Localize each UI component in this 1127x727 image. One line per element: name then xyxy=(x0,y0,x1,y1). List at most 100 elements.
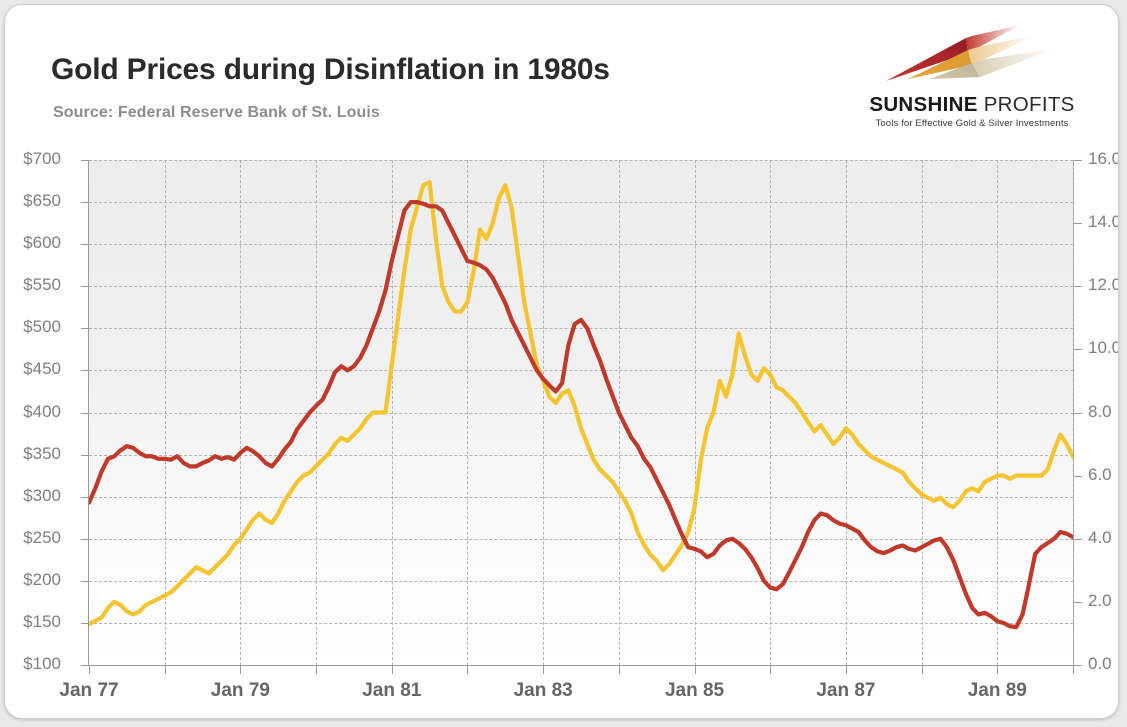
logo-brand-light: PROFITS xyxy=(983,93,1075,116)
y-axis-right-tick xyxy=(1074,223,1082,225)
y-axis-left-tick xyxy=(81,580,89,582)
gridline-vertical xyxy=(467,160,469,665)
gridline-horizontal xyxy=(89,454,1073,456)
y-axis-right-label: 6.0 xyxy=(1088,464,1112,484)
gridline-horizontal xyxy=(89,496,1073,498)
gridline-horizontal xyxy=(89,370,1073,372)
gold-price-line xyxy=(89,199,1073,630)
x-axis-tick xyxy=(1073,666,1074,674)
series-lines xyxy=(89,179,1073,630)
logo-swoosh-icon xyxy=(886,25,1054,81)
y-axis-left-label: $450 xyxy=(23,359,61,379)
x-axis-tick xyxy=(240,666,242,674)
y-axis-right-tick xyxy=(1074,665,1082,666)
y-axis-right-label: 2.0 xyxy=(1088,590,1112,610)
gridline-horizontal xyxy=(89,286,1073,288)
gridline-vertical xyxy=(240,160,242,665)
y-axis-left-tick xyxy=(81,328,89,330)
y-axis-left-tick xyxy=(81,244,89,246)
y-axis-left-tick xyxy=(81,286,89,288)
y-axis-right-label: 0.0 xyxy=(1088,654,1112,673)
y-axis-right-tick xyxy=(1074,286,1082,288)
y-axis-right-label: 12.0 xyxy=(1088,275,1119,295)
gridline-horizontal xyxy=(89,328,1073,330)
x-axis-tick xyxy=(467,666,469,674)
logo-brand-bold: SUNSHINE xyxy=(869,93,978,116)
y-axis-left-label: $550 xyxy=(23,275,61,295)
x-axis-tick xyxy=(391,666,393,674)
y-axis-left-tick xyxy=(81,370,89,372)
y-axis-left-label: $500 xyxy=(23,317,61,337)
x-axis-label: Jan 77 xyxy=(59,680,119,701)
page-title: Gold Prices during Disinflation in 1980s xyxy=(51,53,610,86)
y-axis-right-tick xyxy=(1074,412,1082,414)
y-axis-right-tick xyxy=(1074,160,1082,161)
y-axis-left-label: $600 xyxy=(23,233,61,253)
y-axis-right-tick xyxy=(1074,475,1082,477)
chart-card: Gold Prices during Disinflation in 1980s… xyxy=(4,4,1119,719)
x-axis-label: Jan 89 xyxy=(967,680,1027,701)
y-axis-left-tick xyxy=(81,454,89,456)
gridline-horizontal xyxy=(89,538,1073,540)
logo-brand-text: SUNSHINE PROFITS xyxy=(858,93,1086,117)
y-axis-right-label: 8.0 xyxy=(1088,401,1112,421)
x-axis-tick xyxy=(770,666,772,674)
gridline-vertical xyxy=(997,160,999,665)
gridline-horizontal xyxy=(89,160,1073,161)
gridline-horizontal xyxy=(89,622,1073,624)
gridline-horizontal xyxy=(89,412,1073,414)
x-axis-label: Jan 85 xyxy=(664,680,725,701)
y-axis-right-tick xyxy=(1074,601,1082,603)
y-axis-right-tick xyxy=(1074,349,1082,351)
y-axis-left-label: $400 xyxy=(23,401,61,421)
gridline-vertical xyxy=(164,160,166,665)
y-axis-right-label: 4.0 xyxy=(1088,527,1112,547)
y-axis-left-label: $350 xyxy=(23,443,61,463)
x-axis-tick xyxy=(694,666,696,674)
y-axis-left-label: $200 xyxy=(23,569,61,589)
gridline-horizontal xyxy=(89,202,1073,204)
x-axis-tick xyxy=(543,666,545,674)
x-axis-tick xyxy=(997,666,999,674)
inflation-line xyxy=(89,179,1073,627)
x-axis-label: Jan 83 xyxy=(513,680,573,701)
y-axis-left-tick xyxy=(81,665,89,666)
y-axis-right-label: 16.0 xyxy=(1088,149,1119,168)
y-axis-left-label: $150 xyxy=(23,611,61,631)
gridline-vertical xyxy=(543,160,545,665)
x-axis-tick xyxy=(316,666,318,674)
y-axis-right-tick xyxy=(1074,538,1082,540)
x-axis-tick xyxy=(921,666,923,674)
y-axis-right-label: 14.0 xyxy=(1088,212,1119,232)
x-axis-tick xyxy=(89,666,90,674)
gridline-vertical xyxy=(1073,160,1074,665)
logo-tagline: Tools for Effective Gold & Silver Invest… xyxy=(875,118,1069,129)
y-axis-left-tick xyxy=(81,202,89,204)
y-axis-right-label: 10.0 xyxy=(1088,338,1119,358)
y-axis-left-label: $700 xyxy=(23,149,61,168)
y-axis-left-label: $100 xyxy=(23,654,61,673)
gridline-horizontal xyxy=(89,580,1073,582)
x-axis-tick xyxy=(618,666,620,674)
y-axis-left-tick xyxy=(81,496,89,498)
y-axis-left-tick xyxy=(81,160,89,161)
y-axis-left-label: $300 xyxy=(23,485,61,505)
plot-area xyxy=(89,160,1074,665)
y-axis-left-tick xyxy=(81,622,89,624)
y-axis-left-tick xyxy=(81,412,89,414)
y-axis-left-tick xyxy=(81,538,89,540)
gridline-vertical xyxy=(770,160,772,665)
x-axis-label: Jan 87 xyxy=(816,680,876,701)
sunshine-profits-logo: SUNSHINE PROFITS Tools for Effective Gol… xyxy=(858,23,1086,135)
chart-source: Source: Federal Reserve Bank of St. Loui… xyxy=(53,104,380,121)
gridline-vertical xyxy=(316,160,318,665)
x-axis-label: Jan 79 xyxy=(210,680,270,701)
gridline-vertical xyxy=(845,160,847,665)
y-axis-left-label: $650 xyxy=(23,191,61,211)
gridline-vertical xyxy=(694,160,696,665)
x-axis-label: Jan 81 xyxy=(362,680,422,701)
x-axis-tick xyxy=(845,666,847,674)
y-axis-left-label: $250 xyxy=(23,527,61,547)
gridline-horizontal xyxy=(89,244,1073,246)
gridline-vertical xyxy=(921,160,923,665)
